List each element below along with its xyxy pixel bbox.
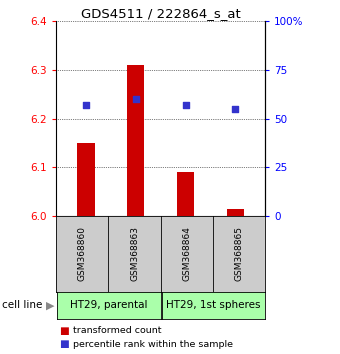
- Text: HT29, parental: HT29, parental: [70, 300, 148, 310]
- Point: [183, 102, 188, 108]
- Point: [133, 96, 138, 102]
- Title: GDS4511 / 222864_s_at: GDS4511 / 222864_s_at: [81, 7, 240, 20]
- Bar: [177, 172, 194, 216]
- Point: [83, 102, 89, 108]
- Point: [233, 106, 238, 112]
- Text: percentile rank within the sample: percentile rank within the sample: [73, 339, 233, 349]
- Text: GSM368863: GSM368863: [130, 227, 139, 281]
- Bar: [227, 209, 244, 216]
- Text: transformed count: transformed count: [73, 326, 162, 336]
- Text: ■: ■: [59, 326, 69, 336]
- Bar: [77, 143, 95, 216]
- Bar: [127, 65, 144, 216]
- Text: GSM368865: GSM368865: [235, 227, 243, 281]
- Text: GSM368864: GSM368864: [182, 227, 191, 281]
- Text: cell line: cell line: [2, 300, 42, 310]
- Text: ■: ■: [59, 339, 69, 349]
- Text: GSM368860: GSM368860: [78, 227, 87, 281]
- Text: ▶: ▶: [46, 300, 54, 310]
- Text: HT29, 1st spheres: HT29, 1st spheres: [166, 300, 261, 310]
